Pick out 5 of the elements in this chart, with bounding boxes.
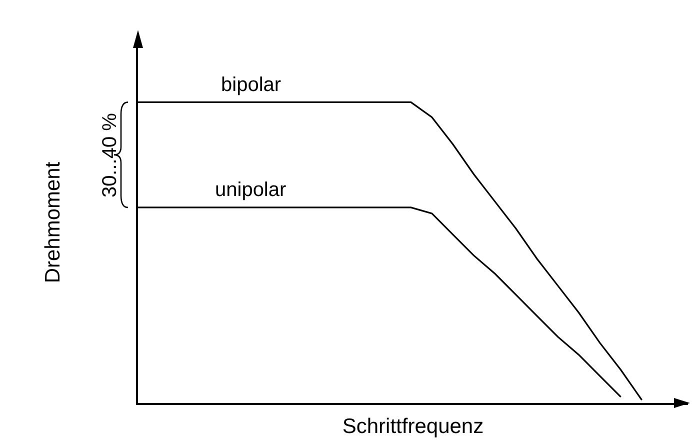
y-axis-title: Drehmoment [42,162,65,284]
series-label: bipolar [221,74,282,96]
text: 30...40 % [98,112,121,198]
x-axis-title: Schrittfrequenz [342,415,484,438]
series-label: unipolar [215,179,286,201]
